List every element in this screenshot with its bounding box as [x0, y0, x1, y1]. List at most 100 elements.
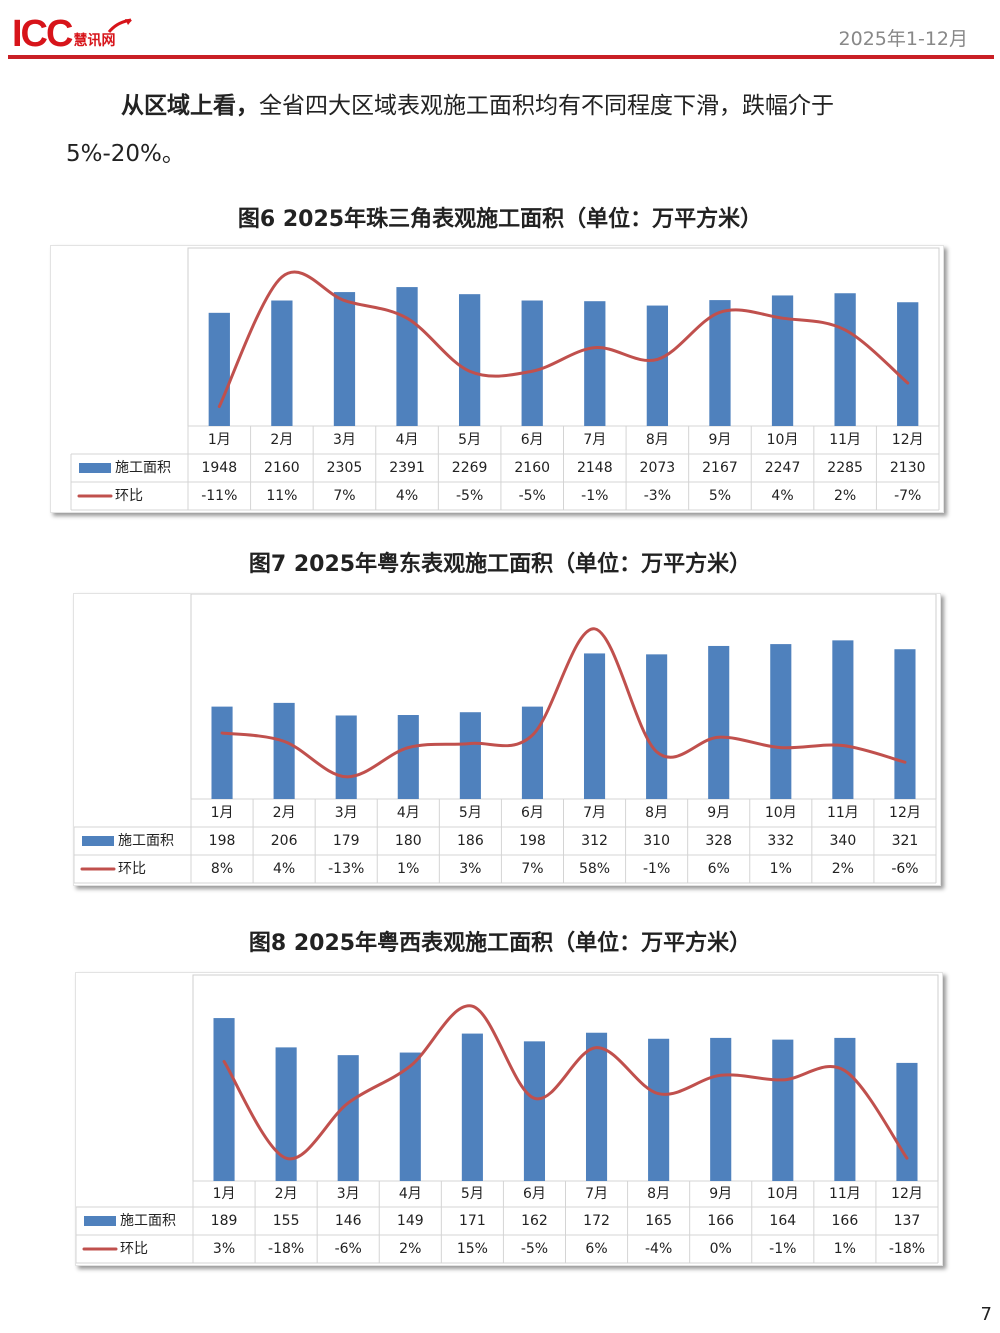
bar-value-label: 2391 [389, 460, 425, 476]
ratio-value-label: 4% [273, 861, 295, 877]
bar-value-label: 165 [645, 1213, 672, 1229]
bar-value-label: 198 [519, 833, 546, 849]
ratio-value-label: -13% [328, 861, 364, 877]
report-period: 2025年1-12月 [838, 28, 968, 50]
category-label: 5月 [458, 432, 481, 448]
bar-value-label: 328 [705, 833, 732, 849]
ratio-value-label: -1% [769, 1241, 796, 1257]
paragraph-lead: 从区域上看， [121, 93, 259, 119]
ratio-value-label: -3% [644, 488, 671, 504]
category-label: 12月 [889, 805, 921, 821]
ratio-value-label: 1% [397, 861, 419, 877]
bar-value-label: 2167 [702, 460, 738, 476]
ratio-value-label: -4% [645, 1241, 672, 1257]
category-label: 10月 [767, 1186, 799, 1202]
bar-10 [770, 644, 792, 799]
bar-value-label: 146 [335, 1213, 362, 1229]
category-label: 6月 [521, 432, 544, 448]
paragraph-text: 全省四大区域表观施工面积均有不同程度下滑，跌幅介于5%-20%。 [66, 93, 834, 167]
category-label: 6月 [521, 805, 544, 821]
ratio-value-label: 15% [457, 1241, 488, 1257]
bar-4 [396, 287, 418, 426]
category-label: 3月 [335, 805, 358, 821]
bar-value-label: 2285 [827, 460, 863, 476]
legend-label-line: 环比 [115, 488, 143, 504]
category-label: 7月 [585, 1186, 608, 1202]
bar-5 [458, 294, 481, 426]
ratio-value-label: 2% [399, 1241, 421, 1257]
bar-11 [834, 1037, 856, 1181]
bar-6 [521, 706, 544, 799]
bar-3 [337, 1055, 359, 1181]
bar-value-label: 171 [459, 1213, 486, 1229]
category-label: 6月 [523, 1186, 546, 1202]
bar-12 [896, 1062, 918, 1181]
bar-value-label: 162 [521, 1213, 548, 1229]
body-paragraph: 从区域上看，全省四大区域表观施工面积均有不同程度下滑，跌幅介于5%-20%。 [66, 82, 946, 178]
bar-value-label: 2130 [890, 460, 926, 476]
bar-6 [521, 300, 543, 426]
plot-area [190, 594, 937, 800]
bar-2 [271, 300, 293, 426]
ratio-value-label: -5% [521, 1241, 548, 1257]
bar-value-label: 164 [769, 1213, 796, 1229]
bar-5 [461, 1033, 483, 1181]
chart-svg: 1月 2月 3月 4月 5月 6月 7月 8月 9月 10月 11月 12月 189 155 146 149 1… [76, 974, 939, 1264]
logo-text: ICC [12, 13, 73, 55]
bar-11 [832, 640, 854, 799]
bar-2 [275, 1047, 297, 1181]
logo-subtitle: 慧讯网 [73, 33, 116, 49]
ratio-value-label: 3% [459, 861, 481, 877]
ratio-value-label: -6% [891, 861, 918, 877]
bar-value-label: 310 [643, 833, 670, 849]
ratio-value-label: 5% [709, 488, 731, 504]
bar-value-label: 137 [894, 1213, 921, 1229]
bar-1 [213, 1018, 235, 1181]
chart-title-west-guangdong: 图8 2025年粤西表观施工面积（单位：万平方米） [248, 931, 752, 956]
category-label: 8月 [646, 432, 669, 448]
category-label: 12月 [892, 432, 924, 448]
category-label: 11月 [829, 1186, 861, 1202]
bar-8 [646, 654, 668, 799]
category-label: 8月 [645, 805, 668, 821]
bar-value-label: 172 [583, 1213, 610, 1229]
bar-value-label: 321 [892, 833, 919, 849]
bar-value-label: 180 [395, 833, 422, 849]
ratio-value-label: 4% [771, 488, 793, 504]
bar-12 [894, 649, 916, 799]
category-label: 1月 [211, 805, 234, 821]
ratio-value-label: 0% [710, 1241, 732, 1257]
category-label: 5月 [461, 1186, 484, 1202]
ratio-value-label: 6% [708, 861, 730, 877]
bar-value-label: 155 [273, 1213, 300, 1229]
bar-1 [208, 312, 230, 426]
category-label: 1月 [213, 1186, 236, 1202]
legend-key-bar [82, 836, 114, 846]
bar-value-label: 2148 [577, 460, 613, 476]
ratio-value-label: 58% [579, 861, 610, 877]
bar-8 [646, 305, 669, 426]
category-label: 11月 [827, 805, 859, 821]
category-label: 7月 [583, 805, 606, 821]
plot-area [187, 247, 940, 427]
bar-4 [399, 1052, 421, 1181]
ratio-value-label: 1% [770, 861, 792, 877]
ratio-value-label: -1% [643, 861, 670, 877]
ratio-value-label: 1% [834, 1241, 856, 1257]
ratio-value-label: 6% [585, 1241, 607, 1257]
legend-label-line: 环比 [118, 861, 146, 877]
bar-value-label: 186 [457, 833, 484, 849]
category-label: 11月 [829, 432, 861, 448]
bar-3 [333, 292, 356, 426]
brand-logo: ICC 慧讯网 [12, 13, 132, 55]
ratio-value-label: 3% [213, 1241, 235, 1257]
category-label: 8月 [647, 1186, 670, 1202]
chart-title-pearl-river-delta: 图6 2025年珠三角表观施工面积（单位：万平方米） [237, 207, 763, 232]
ratio-line [220, 627, 907, 779]
bar-value-label: 332 [767, 833, 794, 849]
bar-11 [834, 293, 856, 426]
bar-value-label: 149 [397, 1213, 424, 1229]
bar-value-label: 198 [209, 833, 236, 849]
bar-value-label: 340 [830, 833, 857, 849]
bar-value-label: 1948 [201, 460, 237, 476]
